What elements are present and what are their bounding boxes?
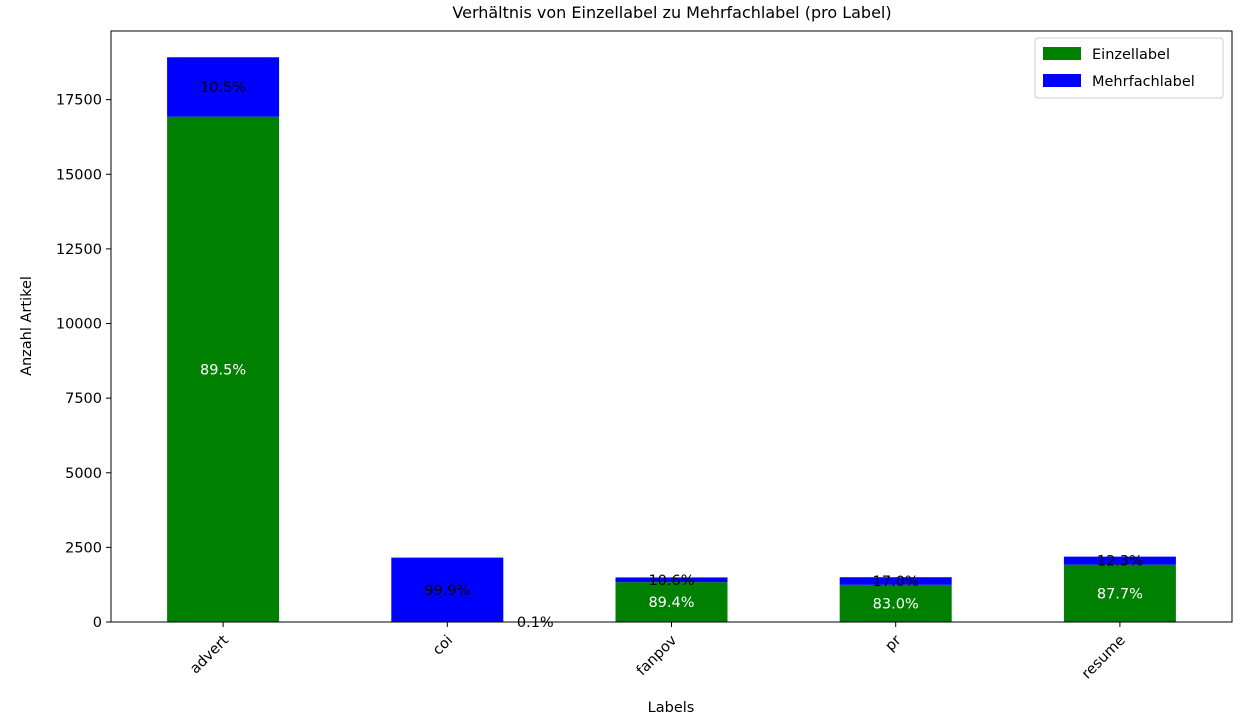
- plot-area: 89.5% 10.5% 0.1% 99.9% 89.4% 10.6% 83.0% 17.0% 8…: [167, 57, 1176, 631]
- y-tick-label: 17500: [56, 93, 102, 109]
- bar-label-mehrfachlabel-fanpov: 10.6%: [648, 573, 694, 589]
- bar-label-einzellabel-fanpov: 89.4%: [648, 595, 694, 611]
- bar-label-einzellabel-pr: 83.0%: [873, 596, 919, 612]
- bar-label-mehrfachlabel-coi: 99.9%: [424, 583, 470, 599]
- bar-einzellabel-resume: [1063, 564, 1176, 622]
- y-axis-label: Anzahl Artikel: [19, 276, 35, 376]
- bar-mehrfachlabel-resume: [1063, 556, 1176, 565]
- chart-title: Verhältnis von Einzellabel zu Mehrfachla…: [452, 3, 891, 22]
- legend-box: [1034, 37, 1224, 99]
- bar-mehrfachlabel-fanpov: [615, 577, 728, 583]
- bar-label-mehrfachlabel-pr: 17.0%: [873, 574, 919, 590]
- legend-swatch-einzellabel: [1043, 47, 1081, 60]
- bar-label-mehrfachlabel-advert: 10.5%: [200, 80, 246, 96]
- bar-einzellabel-fanpov: [615, 582, 728, 622]
- bar-mehrfachlabel-coi: [391, 557, 504, 622]
- y-tick-label: 2500: [65, 540, 102, 556]
- bar-einzellabel-pr: [839, 584, 952, 622]
- bar-label-einzellabel-coi: 0.1%: [517, 615, 554, 631]
- legend-label-einzellabel: Einzellabel: [1092, 47, 1170, 63]
- y-tick-label: 5000: [65, 466, 102, 482]
- y-tick-label: 15000: [56, 167, 102, 183]
- y-tick-label: 7500: [65, 391, 102, 407]
- bar-mehrfachlabel-pr: [839, 577, 952, 585]
- y-axis: 0 2500 5000 7500 10000 12500 15000 17500: [56, 93, 111, 631]
- bar-mehrfachlabel-advert: [167, 57, 280, 117]
- legend: Einzellabel Mehrfachlabel: [1034, 37, 1224, 99]
- y-tick-label: 10000: [56, 317, 102, 333]
- y-tick-label: 12500: [56, 242, 102, 258]
- bar-label-mehrfachlabel-resume: 12.3%: [1097, 554, 1143, 570]
- legend-label-mehrfachlabel: Mehrfachlabel: [1092, 74, 1195, 90]
- bar-einzellabel-advert: [167, 116, 280, 622]
- x-axis-label: Labels: [648, 700, 695, 716]
- y-tick-label: 0: [93, 615, 102, 631]
- bar-label-einzellabel-resume: 87.7%: [1097, 586, 1143, 602]
- bar-label-einzellabel-advert: 89.5%: [200, 362, 246, 378]
- legend-swatch-mehrfachlabel: [1043, 74, 1081, 87]
